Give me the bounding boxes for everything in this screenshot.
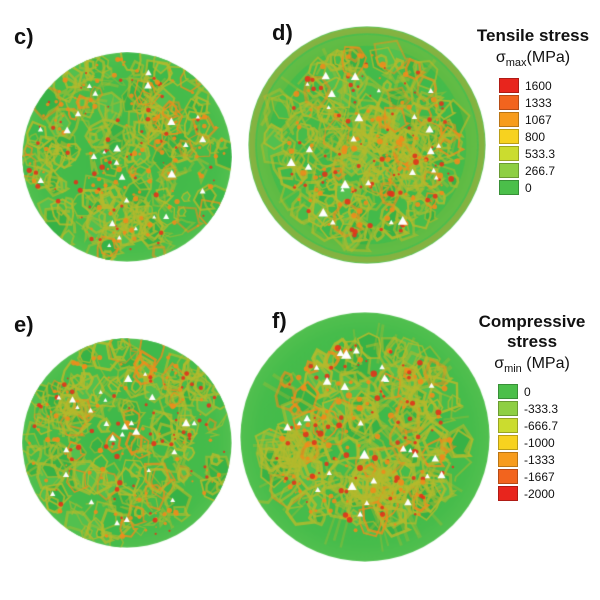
sigma-subscript: max [505, 57, 527, 70]
colorbar-row: -1667 [498, 469, 566, 485]
colorbar-swatch [498, 384, 518, 400]
compressive-legend-symbol: σmin (MPa) [494, 355, 570, 375]
tensile-legend-title: Tensile stress [476, 26, 590, 45]
panel-label-c: c) [14, 24, 34, 49]
colorbar-tick-label: 1600 [525, 78, 552, 93]
compressive-legend: Compressive stress σmin (MPa) 0 -333.3 -66… [466, 312, 598, 502]
compressive-colorbar: 0 -333.3 -666.7 -1000 -1333 -1667 -2000 [498, 384, 566, 502]
panel-label-e: e) [14, 312, 34, 337]
colorbar-tick-label: 0 [525, 180, 532, 195]
colorbar-tick-label: 1067 [525, 112, 552, 127]
colorbar-row: 266.7 [499, 163, 567, 179]
sigma-symbol: σ [495, 49, 506, 67]
tensile-stress-map-full [248, 26, 486, 264]
colorbar-swatch [499, 180, 519, 196]
tensile-colorbar: 1600 1333 1067 800 533.3 266.7 0 [499, 78, 567, 196]
colorbar-row: -2000 [498, 486, 566, 502]
colorbar-swatch [499, 163, 519, 179]
colorbar-row: 1067 [499, 112, 567, 128]
colorbar-swatch [498, 401, 518, 417]
colorbar-swatch [499, 129, 519, 145]
unit-label: (MPa) [521, 355, 570, 373]
colorbar-row: -666.7 [498, 418, 566, 434]
tensile-legend-symbol: σmax(MPa) [496, 49, 570, 69]
colorbar-swatch [498, 486, 518, 502]
colorbar-tick-label: 0 [524, 384, 531, 399]
colorbar-swatch [499, 146, 519, 162]
unit-label: (MPa) [526, 49, 571, 67]
compressive-stress-map-section [22, 338, 232, 548]
colorbar-tick-label: -1667 [524, 469, 555, 484]
colorbar-swatch [498, 452, 518, 468]
colorbar-tick-label: 800 [525, 129, 546, 144]
colorbar-tick-label: -666.7 [524, 418, 559, 433]
colorbar-row: 533.3 [499, 146, 567, 162]
colorbar-tick-label: -333.3 [524, 401, 559, 416]
compressive-legend-title: Compressive stress [478, 312, 586, 352]
colorbar-row: -1000 [498, 435, 566, 451]
colorbar-row: 1333 [499, 95, 567, 111]
colorbar-row: -1333 [498, 452, 566, 468]
colorbar-tick-label: 266.7 [525, 163, 556, 178]
colorbar-swatch [499, 112, 519, 128]
colorbar-tick-label: -1000 [524, 435, 555, 450]
compressive-stress-map-full [240, 312, 490, 562]
colorbar-swatch [499, 78, 519, 94]
colorbar-row: 800 [499, 129, 567, 145]
colorbar-swatch [498, 418, 518, 434]
sigma-subscript: min [504, 363, 522, 376]
sigma-symbol: σ [494, 355, 505, 373]
colorbar-row: -333.3 [498, 401, 566, 417]
colorbar-swatch [499, 95, 519, 111]
colorbar-tick-label: 1333 [525, 95, 552, 110]
tensile-stress-map-section [22, 52, 232, 262]
colorbar-tick-label: 533.3 [525, 146, 556, 161]
tensile-legend: Tensile stress σmax(MPa) 1600 1333 1067 800… [470, 26, 596, 196]
colorbar-swatch [498, 469, 518, 485]
colorbar-tick-label: -1333 [524, 452, 555, 467]
colorbar-swatch [498, 435, 518, 451]
colorbar-row: 1600 [499, 78, 567, 94]
colorbar-row: 0 [498, 384, 566, 400]
colorbar-tick-label: -2000 [524, 486, 555, 501]
colorbar-row: 0 [499, 180, 567, 196]
